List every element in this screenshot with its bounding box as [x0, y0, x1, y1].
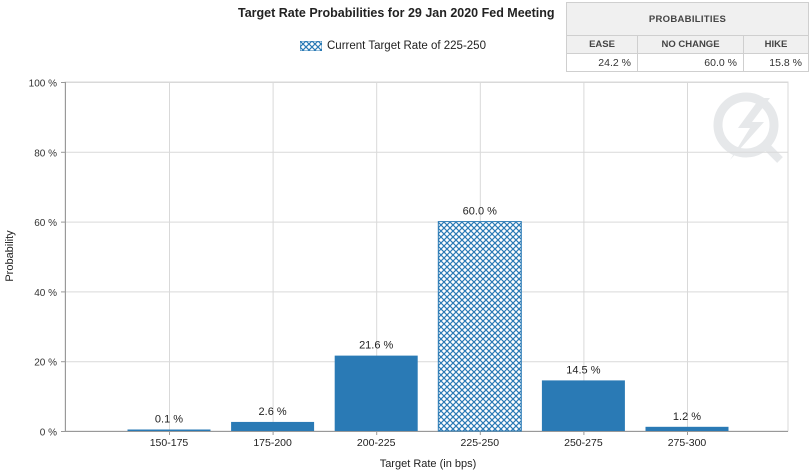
- no-change-value: 60.0 %: [637, 53, 744, 72]
- x-tick-label: 250-275: [564, 437, 603, 449]
- no-change-column-header: NO CHANGE: [637, 35, 744, 54]
- x-tick-label: 200-225: [357, 437, 396, 449]
- bar-150-175: [127, 429, 211, 431]
- probabilities-table: PROBABILITIES EASE NO CHANGE HIKE 24.2 %…: [566, 2, 809, 72]
- bar-data-label: 1.2 %: [673, 411, 701, 423]
- chart-title: Target Rate Probabilities for 29 Jan 202…: [238, 6, 555, 20]
- hike-value: 15.8 %: [743, 53, 809, 72]
- bar-data-label: 21.6 %: [359, 340, 393, 352]
- lightning-q-logo-icon: [713, 92, 783, 163]
- y-tick-label: 100 %: [29, 79, 57, 90]
- y-tick-label: 0 %: [40, 428, 57, 439]
- bar-data-label: 60.0 %: [463, 206, 497, 218]
- hike-column-header: HIKE: [743, 35, 809, 54]
- y-tick-label: 20 %: [34, 358, 57, 369]
- bar-175-200: [231, 421, 315, 431]
- y-tick-label: 60 %: [34, 218, 57, 229]
- bar-data-label: 14.5 %: [566, 364, 600, 376]
- probabilities-header: PROBABILITIES: [566, 2, 809, 36]
- x-tick-label: 225-250: [461, 437, 500, 449]
- bar-data-label: 0.1 %: [155, 414, 183, 426]
- bar-200-225: [334, 355, 418, 431]
- ease-value: 24.2 %: [566, 53, 638, 72]
- legend: Current Target Rate of 225-250: [300, 40, 486, 52]
- y-tick-label: 80 %: [34, 148, 57, 159]
- y-tick-label: 40 %: [34, 288, 57, 299]
- bar-275-300: [645, 426, 729, 431]
- y-axis-label: Probability: [4, 230, 16, 282]
- bar-data-label: 2.6 %: [259, 406, 287, 418]
- x-tick-label: 275-300: [668, 437, 707, 449]
- x-axis-label: Target Rate (in bps): [380, 458, 477, 470]
- legend-label: Current Target Rate of 225-250: [327, 40, 486, 52]
- x-tick-label: 175-200: [253, 437, 292, 449]
- bar-250-275: [541, 380, 625, 431]
- legend-swatch-hatched: [300, 41, 322, 51]
- bar-225-250: [437, 221, 522, 432]
- x-tick-label: 150-175: [150, 437, 189, 449]
- ease-column-header: EASE: [566, 35, 638, 54]
- plot-area: [64, 81, 789, 432]
